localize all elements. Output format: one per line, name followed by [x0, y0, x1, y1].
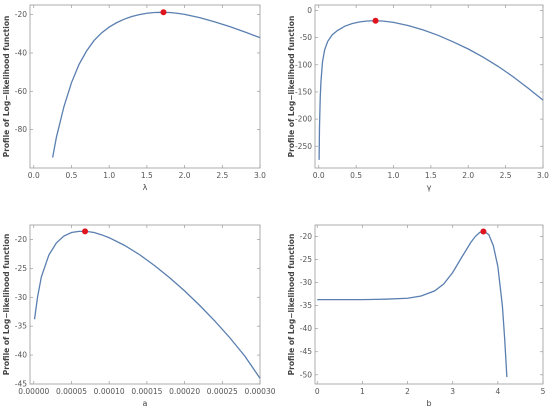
- likelihood-curve-b: [317, 230, 508, 378]
- max-point-marker-lambda: [160, 9, 167, 16]
- x-axis-label-b: b: [426, 399, 431, 408]
- x-tick-label-gamma: 0.5: [350, 171, 362, 180]
- x-tick-label-gamma: 2.5: [500, 171, 512, 180]
- y-tick-label-b: -35: [300, 301, 312, 310]
- y-tick-label-a: -20: [15, 235, 27, 244]
- y-tick-label-b: -45: [300, 347, 312, 356]
- x-axis-label-gamma: γ: [427, 183, 432, 192]
- x-tick-label-gamma: 0.0: [313, 171, 325, 180]
- max-point-marker-a: [82, 228, 89, 235]
- max-point-marker-gamma: [372, 17, 379, 24]
- x-tick-label-gamma: 2.0: [462, 171, 474, 180]
- plot-frame-gamma: [314, 4, 544, 169]
- x-tick-label-lambda: 2.0: [179, 171, 191, 180]
- likelihood-curve-lambda: [51, 11, 261, 158]
- likelihood-curve-a: [33, 230, 261, 379]
- x-tick-label-b: 2: [405, 387, 410, 396]
- x-tick-label-b: 5: [541, 387, 546, 396]
- panel-a: 0.00000 0.00005 0.00010 0.00015 0.00020 0.000…: [2, 224, 276, 408]
- x-tick-label-a: 0.00020: [169, 387, 200, 396]
- x-tick-label-a: 0.00000: [18, 387, 49, 396]
- plot-frame-b: [314, 224, 544, 385]
- y-tick-label-b: -50: [300, 370, 312, 379]
- panel-lambda: 0.0 0.5 1.0 1.5 2.0 2.5 3.0 -80 -60 -40 -20 λ Profil…: [2, 4, 266, 192]
- y-tick-label-gamma: -50: [300, 33, 312, 42]
- y-tick-label-a: -30: [15, 293, 27, 302]
- x-tick-label-gamma: 1.0: [388, 171, 400, 180]
- y-tick-label-a: -40: [15, 351, 27, 360]
- x-tick-label-lambda: 0.0: [28, 171, 40, 180]
- x-tick-label-a: 0.00005: [56, 387, 87, 396]
- plot-frame-a: [29, 224, 261, 385]
- y-tick-label-gamma: -150: [295, 87, 312, 96]
- y-tick-label-gamma: -200: [295, 115, 312, 124]
- y-tick-label-a: -25: [15, 264, 27, 273]
- x-tick-label-b: 0: [315, 387, 320, 396]
- y-tick-label-lambda: -80: [15, 125, 27, 134]
- x-tick-label-b: 4: [495, 387, 500, 396]
- y-tick-label-gamma: -250: [295, 142, 312, 151]
- y-tick-label-gamma: 0: [307, 6, 312, 15]
- x-tick-label-gamma: 3.0: [537, 171, 549, 180]
- y-tick-label-lambda: -40: [15, 48, 27, 57]
- y-tick-label-b: -30: [300, 278, 312, 287]
- x-tick-label-a: 0.00015: [131, 387, 162, 396]
- y-tick-label-lambda: -60: [15, 87, 27, 96]
- x-tick-label-lambda: 1.5: [141, 171, 153, 180]
- y-tick-label-b: -20: [300, 232, 312, 241]
- y-axis-label-b: Profile of Log−likelihood function: [287, 234, 296, 376]
- x-tick-label-lambda: 0.5: [66, 171, 78, 180]
- y-tick-label-b: -25: [300, 255, 312, 264]
- x-tick-label-a: 0.00030: [244, 387, 275, 396]
- y-tick-label-gamma: -100: [295, 60, 312, 69]
- y-tick-label-a: -45: [15, 380, 27, 389]
- x-tick-label-lambda: 1.0: [103, 171, 115, 180]
- y-axis-label-a: Profile of Log−likelihood function: [2, 234, 11, 376]
- x-tick-label-lambda: 3.0: [254, 171, 266, 180]
- x-tick-label-gamma: 1.5: [425, 171, 437, 180]
- x-tick-label-a: 0.00010: [94, 387, 125, 396]
- y-tick-label-lambda: -20: [15, 10, 27, 19]
- y-tick-label-b: -40: [300, 324, 312, 333]
- plot-frame-lambda: [29, 4, 261, 169]
- x-tick-label-b: 1: [360, 387, 365, 396]
- likelihood-curve-gamma: [318, 20, 544, 160]
- y-tick-label-a: -35: [15, 322, 27, 331]
- x-tick-label-lambda: 2.5: [216, 171, 228, 180]
- x-axis-label-a: a: [143, 399, 148, 408]
- y-axis-label-lambda: Profile of Log−likelihood function: [2, 16, 11, 158]
- max-point-marker-b: [480, 228, 487, 235]
- panel-gamma: 0.0 0.5 1.0 1.5 2.0 2.5 3.0 0 -50 -100 -150 -200 -25…: [287, 4, 549, 192]
- y-axis-label-gamma: Profile of Log−likelihood function: [287, 16, 296, 158]
- x-tick-label-b: 3: [450, 387, 455, 396]
- panel-b: 0 1 2 3 4 5 -50 -45 -40 -35 -30 -25 -20 b Profile of L…: [287, 224, 546, 408]
- x-tick-label-a: 0.00025: [207, 387, 238, 396]
- x-axis-label-lambda: λ: [143, 183, 148, 192]
